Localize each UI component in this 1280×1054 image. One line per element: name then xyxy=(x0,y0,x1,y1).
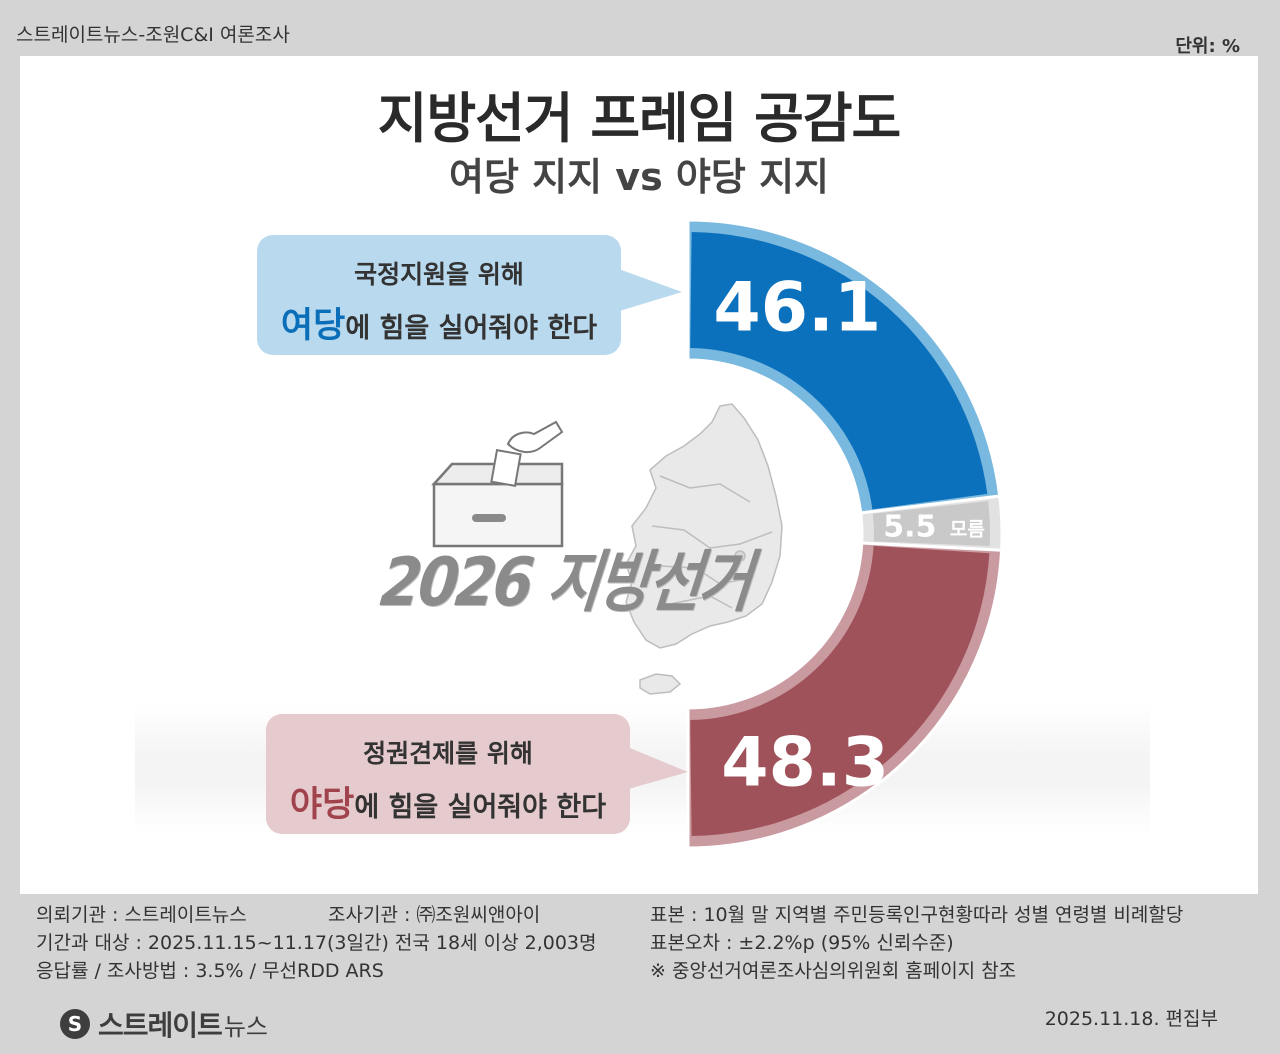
half-donut-chart: 46.1 5.5 모름 48.3 xyxy=(616,218,1004,850)
footer-response: 응답률 / 조사방법 : 3.5% / 무선RDD ARS xyxy=(36,960,384,982)
slice-2 xyxy=(690,545,990,836)
publish-date: 2025.11.18. 편집부 xyxy=(1044,1008,1218,1030)
brand-logo: S 스트레이트 뉴스 xyxy=(60,1004,268,1044)
government-bubble-tail xyxy=(616,268,682,312)
opposition-bubble-line2: 야당에 힘을 실어줘야 한다 xyxy=(266,776,630,827)
logo-mark-icon: S xyxy=(60,1009,90,1039)
slice-category-label-1: 모름 xyxy=(950,518,985,540)
opposition-bubble-line1: 정권견제를 위해 xyxy=(363,739,533,768)
footer-client: 의뢰기관 : 스트레이트뉴스 xyxy=(36,904,247,926)
chart-title: 지방선거 프레임 공감도 xyxy=(377,87,901,150)
slice-value-label-1: 5.5 xyxy=(883,509,936,544)
government-bubble-accent: 여당 xyxy=(280,306,346,346)
logo-name: 스트레이트 xyxy=(98,1009,223,1042)
government-bubble-line2: 여당에 힘을 실어줘야 한다 xyxy=(257,297,621,348)
government-bubble-rest: 에 힘을 실어줘야 한다 xyxy=(345,313,598,344)
opposition-bubble-tail xyxy=(625,746,688,790)
korea-map-icon xyxy=(625,403,783,695)
government-support-bubble: 국정지원을 위해 여당에 힘을 실어줘야 한다 xyxy=(257,235,621,355)
opposition-support-bubble: 정권견제를 위해 야당에 힘을 실어줘야 한다 xyxy=(266,714,630,834)
footer-sample: 표본 : 10월 말 지역별 주민등록인구현황따라 성별 연령별 비례할당 xyxy=(650,904,1184,926)
ballot-label: 2026 지방선거 xyxy=(377,542,754,621)
chart-canvas: 46.1 5.5 모름 48.3 xyxy=(431,218,1004,850)
opposition-bubble-accent: 야당 xyxy=(289,785,355,825)
footer-agency: 조사기관 : ㈜조원씨앤아이 xyxy=(328,904,541,926)
survey-source: 스트레이트뉴스-조원C&I 여론조사 xyxy=(16,24,290,46)
ballot-box-icon xyxy=(431,420,564,548)
unit-label: 단위: % xyxy=(1175,36,1240,57)
chart-panel: 지방선거 프레임 공감도 여당 지지 vs 야당 지지 46.1 5.5 모름 48.… xyxy=(20,56,1258,894)
slice-value-label-0: 46.1 xyxy=(713,269,881,348)
logo-sub: 뉴스 xyxy=(223,1012,268,1041)
slice-1 xyxy=(872,501,990,547)
footer-period: 기간과 대상 : 2025.11.15~11.17(3일간) 전국 18세 이상… xyxy=(36,932,597,954)
footer-note: ※ 중앙선거여론조사심의위원회 홈페이지 참조 xyxy=(650,960,1017,982)
slice-value-label-2: 48.3 xyxy=(721,723,889,802)
opposition-bubble-rest: 에 힘을 실어줘야 한다 xyxy=(354,792,607,823)
government-bubble-line1: 국정지원을 위해 xyxy=(354,260,524,289)
chart-subtitle: 여당 지지 vs 야당 지지 xyxy=(449,155,829,199)
footer-error: 표본오차 : ±2.2%p (95% 신뢰수준) xyxy=(650,932,954,954)
slice-0 xyxy=(690,232,988,510)
